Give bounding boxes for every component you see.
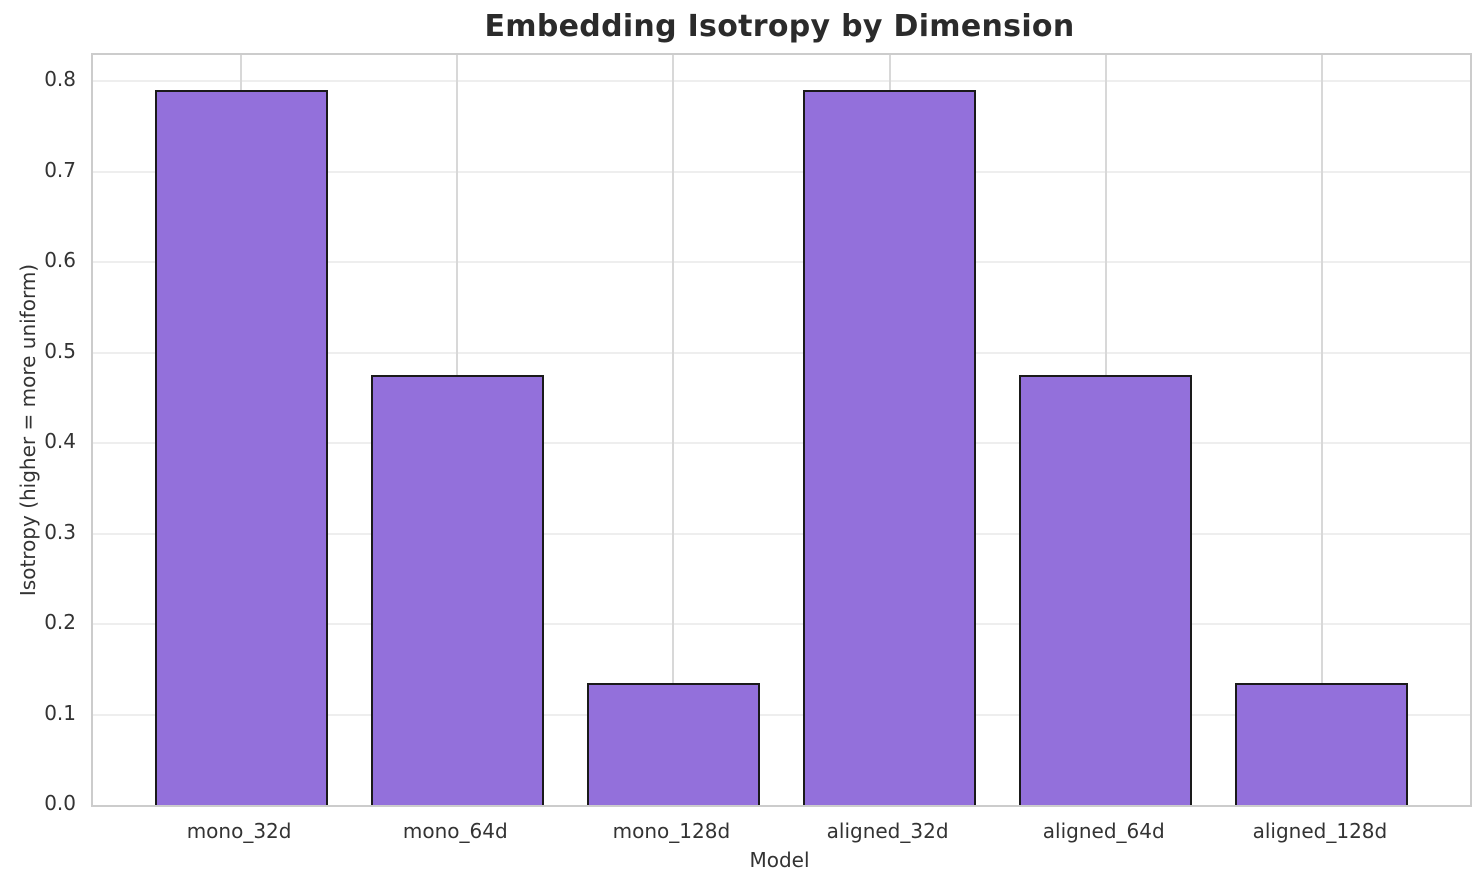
y-tick-label: 0.0	[44, 791, 76, 815]
horizontal-gridline	[93, 713, 1470, 716]
bar-aligned_64d	[1019, 375, 1193, 805]
y-tick-label: 0.4	[44, 429, 76, 454]
x-tick-label: aligned_32d	[826, 819, 949, 843]
bar-aligned_128d	[1235, 682, 1409, 805]
horizontal-gridline	[93, 170, 1470, 173]
y-tick-label: 0.1	[44, 700, 76, 725]
x-axis-label: Model	[749, 848, 810, 872]
x-tick-label: mono_128d	[612, 819, 731, 843]
vertical-gridline	[672, 55, 675, 805]
bar-mono_64d	[370, 375, 544, 805]
horizontal-gridline	[93, 623, 1470, 626]
x-tick-label: mono_64d	[402, 819, 508, 843]
y-tick-label: 0.3	[44, 519, 76, 544]
y-tick-label: 0.8	[44, 67, 76, 92]
chart-title: Embedding Isotropy by Dimension	[484, 9, 1075, 44]
x-tick-label: aligned_128d	[1252, 819, 1388, 843]
y-tick-labels: 0.0 0.1 0.2 0.3 0.4 0.5 0.6 0.7 0.8	[0, 0, 76, 885]
horizontal-gridline	[93, 80, 1470, 83]
horizontal-gridline	[93, 261, 1470, 264]
y-tick-label: 0.2	[44, 610, 76, 635]
bar-mono_32d	[154, 90, 328, 805]
horizontal-gridline	[93, 351, 1470, 354]
x-tick-label: aligned_64d	[1042, 819, 1165, 843]
plot-area	[91, 53, 1472, 807]
horizontal-gridline	[93, 442, 1470, 445]
vertical-gridline	[1320, 55, 1323, 805]
bars-layer	[93, 55, 1470, 805]
y-tick-label: 0.7	[44, 157, 76, 182]
x-tick-label: mono_32d	[186, 819, 292, 843]
horizontal-gridline	[93, 532, 1470, 535]
bar-aligned_32d	[803, 90, 977, 805]
bar-mono_128d	[586, 682, 760, 805]
y-tick-label: 0.5	[44, 338, 76, 363]
y-tick-label: 0.6	[44, 248, 76, 273]
